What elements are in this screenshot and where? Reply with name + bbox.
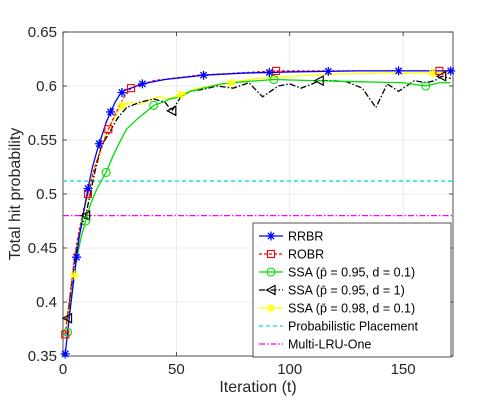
legend-label: SSA (p̄ = 0.95, d = 0.1) bbox=[288, 266, 415, 280]
legend-label: ROBR bbox=[288, 248, 324, 262]
data-point bbox=[61, 312, 73, 324]
legend-label: SSA (p̄ = 0.95, d = 1) bbox=[288, 284, 405, 298]
legend-marker bbox=[266, 303, 276, 313]
data-point bbox=[272, 66, 281, 75]
y-tick-label: 0.4 bbox=[36, 294, 57, 311]
data-point bbox=[149, 100, 159, 110]
legend-marker bbox=[266, 249, 276, 259]
data-point bbox=[117, 100, 127, 110]
data-point bbox=[446, 66, 456, 76]
data-point bbox=[264, 67, 274, 77]
data-point bbox=[62, 327, 73, 337]
legend-label: Multi-LRU-One bbox=[288, 338, 371, 352]
x-tick-label: 150 bbox=[391, 361, 416, 378]
y-axis: 0.35 0.4 0.45 0.5 0.55 0.6 0.65 bbox=[28, 24, 453, 365]
series-line bbox=[64, 70, 451, 354]
y-tick-label: 0.6 bbox=[36, 78, 57, 95]
legend-marker bbox=[265, 284, 276, 296]
data-point bbox=[61, 330, 70, 339]
data-point bbox=[166, 105, 177, 117]
data-point bbox=[323, 66, 333, 76]
data-point bbox=[313, 75, 324, 87]
data-point bbox=[81, 216, 91, 226]
data-point bbox=[69, 270, 79, 280]
y-tick-label: 0.45 bbox=[28, 240, 57, 257]
data-point bbox=[104, 125, 113, 134]
data-point bbox=[101, 167, 111, 177]
series-line bbox=[64, 75, 451, 320]
series-line bbox=[64, 70, 451, 335]
data-point bbox=[72, 252, 82, 262]
y-tick-label: 0.5 bbox=[36, 186, 57, 203]
data-point bbox=[83, 184, 93, 194]
series-layer bbox=[63, 70, 453, 354]
data-point bbox=[126, 84, 136, 93]
data-point bbox=[394, 66, 404, 76]
data-point bbox=[106, 107, 116, 117]
data-point bbox=[199, 70, 209, 80]
y-tick-label: 0.55 bbox=[28, 132, 57, 149]
legend-label: SSA (p̄ = 0.98, d = 0.1) bbox=[288, 302, 415, 316]
legend-box bbox=[252, 222, 452, 358]
series-line bbox=[64, 78, 451, 335]
legend-label: Probabilistic Placement bbox=[288, 320, 418, 334]
y-axis-label: Total hit probability bbox=[7, 128, 24, 261]
x-tick-label: 100 bbox=[277, 361, 302, 378]
legend-marker bbox=[266, 231, 276, 241]
data-point bbox=[117, 87, 127, 97]
marker-layer bbox=[60, 66, 456, 359]
data-point bbox=[79, 210, 91, 222]
legend-marker bbox=[266, 267, 276, 277]
x-tick-label: 50 bbox=[168, 361, 185, 378]
legend: RRBR ROBR SSA (p̄ = 0.95, d = 0.1) SSA (p̄ … bbox=[252, 222, 452, 358]
data-point bbox=[269, 74, 279, 85]
data-point bbox=[421, 81, 431, 91]
data-point bbox=[60, 349, 70, 359]
legend-label: RRBR bbox=[288, 230, 323, 244]
y-tick-label: 0.65 bbox=[28, 24, 57, 41]
y-tick-label: 0.35 bbox=[28, 348, 57, 365]
data-point bbox=[94, 139, 104, 149]
x-tick-label: 0 bbox=[59, 361, 67, 378]
data-point bbox=[226, 78, 236, 88]
data-point bbox=[176, 90, 186, 100]
data-point bbox=[435, 66, 444, 75]
data-point bbox=[137, 79, 147, 89]
x-axis-label: Iteration (t) bbox=[219, 379, 296, 396]
data-point bbox=[428, 68, 438, 78]
